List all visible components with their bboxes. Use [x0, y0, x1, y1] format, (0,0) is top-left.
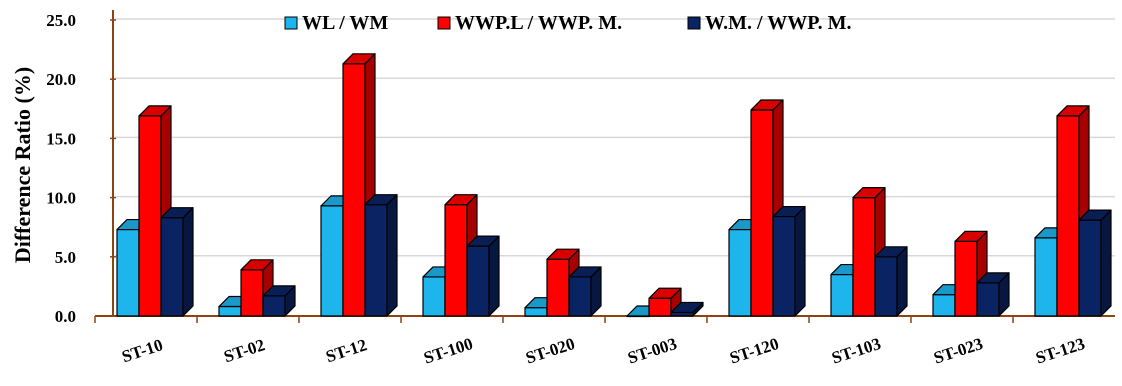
bar-top — [240, 259, 274, 271]
bar-front — [874, 256, 898, 317]
bar-front — [954, 240, 978, 317]
bar-front — [546, 258, 570, 317]
bar — [466, 235, 500, 317]
bar — [1078, 209, 1112, 317]
bar — [750, 99, 784, 317]
bar-top — [1078, 209, 1112, 221]
bar-front — [218, 305, 242, 317]
bar-front — [524, 307, 548, 317]
legend-swatch — [687, 16, 701, 30]
bar-front — [240, 269, 264, 317]
legend: WL / WM WWP.L / WWP. M. W.M. / WWP. M. — [284, 12, 852, 34]
bar-front — [750, 109, 774, 317]
bar-front — [116, 228, 140, 317]
bar-top — [648, 287, 682, 299]
bar-front — [830, 273, 854, 317]
bar-front — [364, 204, 388, 317]
bar — [772, 205, 806, 317]
bar-front — [976, 282, 1000, 317]
bar-front — [648, 297, 672, 317]
bar-front — [932, 294, 956, 317]
bar-side — [1100, 209, 1112, 317]
bar — [262, 285, 296, 317]
bar-top — [466, 235, 500, 247]
bar-top — [160, 207, 194, 219]
bar-top — [852, 187, 886, 199]
legend-swatch — [437, 16, 451, 30]
x-tick-label: ST-100 — [421, 334, 475, 368]
bar-front — [160, 217, 184, 317]
y-tick-label: 25.0 — [46, 11, 76, 30]
bar-side — [488, 235, 500, 317]
x-tick-label: ST-020 — [523, 334, 577, 368]
bar-front — [320, 205, 344, 317]
x-tick-label: ST-003 — [625, 334, 679, 368]
bar-top — [342, 53, 376, 65]
bar-top — [1056, 105, 1090, 117]
legend-item: WWP.L / WWP. M. — [437, 12, 622, 34]
bar-front — [466, 245, 490, 317]
bar-front — [1034, 237, 1058, 317]
bar-front — [342, 63, 366, 317]
legend-label: W.M. / WWP. M. — [705, 12, 852, 34]
bar-top — [750, 99, 784, 111]
bar-top — [364, 194, 398, 206]
bar-front — [1056, 115, 1080, 317]
x-tick-label: ST-10 — [119, 335, 165, 366]
bar-top — [262, 285, 296, 297]
y-axis-title: Difference Ratio (%) — [10, 67, 35, 263]
bar-top — [954, 230, 988, 243]
bar-front — [728, 228, 752, 317]
y-tick-label: 5.0 — [55, 248, 76, 267]
legend-swatch — [284, 16, 298, 30]
y-tick-label: 10.0 — [46, 189, 76, 208]
bar — [670, 301, 704, 317]
bar-side — [386, 194, 398, 317]
x-tick-label: ST-023 — [931, 334, 985, 368]
x-tick-label: ST-12 — [323, 335, 369, 366]
bar-top — [874, 246, 908, 258]
bar-front — [138, 115, 162, 317]
bar-side — [182, 207, 194, 317]
grid-layer — [115, 18, 1115, 257]
bar-layer — [116, 53, 1112, 318]
bar-front — [568, 276, 592, 317]
legend-label: WL / WM — [302, 12, 388, 34]
bar-front — [262, 295, 286, 317]
x-tick-label: ST-120 — [727, 334, 781, 368]
y-tick-label: 20.0 — [46, 70, 76, 89]
legend-item: W.M. / WWP. M. — [687, 12, 852, 34]
bar-top — [444, 194, 478, 206]
bar-top — [568, 266, 602, 278]
bar-front — [772, 215, 796, 317]
bar — [976, 272, 1010, 317]
bar-front — [422, 276, 446, 317]
x-tick-label: ST-02 — [221, 335, 267, 366]
bar-top — [546, 248, 580, 260]
bar — [874, 246, 908, 317]
bar-side — [794, 205, 806, 317]
bar-top — [670, 301, 704, 314]
bar-front — [852, 197, 876, 317]
bar-top — [976, 272, 1010, 284]
legend-label: WWP.L / WWP. M. — [455, 12, 622, 34]
bar-top — [772, 205, 806, 218]
bar-front — [444, 204, 468, 317]
bar — [364, 194, 398, 317]
bar-front — [1078, 219, 1102, 317]
y-tick-label: 0.0 — [55, 307, 76, 326]
bar — [568, 266, 602, 317]
bar-side — [896, 246, 908, 317]
x-tick-label: ST-123 — [1033, 334, 1087, 368]
label-layer: Difference Ratio (%) — [10, 67, 35, 263]
bar — [160, 207, 194, 317]
legend-item: WL / WM — [284, 12, 388, 34]
x-tick-label: ST-103 — [829, 334, 883, 368]
bar-top — [138, 105, 172, 117]
y-tick-label: 15.0 — [46, 129, 76, 148]
